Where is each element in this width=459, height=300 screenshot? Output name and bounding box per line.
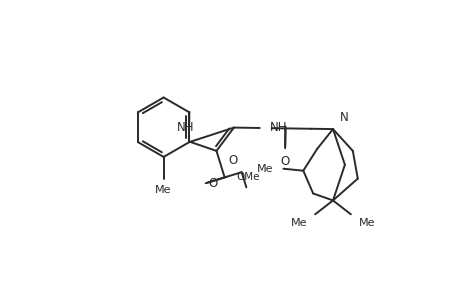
Text: O: O xyxy=(280,155,289,168)
Text: OMe: OMe xyxy=(236,172,259,182)
Text: O: O xyxy=(208,177,218,190)
Text: NH: NH xyxy=(177,121,194,134)
Text: Me: Me xyxy=(358,218,375,228)
Text: N: N xyxy=(339,111,348,124)
Text: Me: Me xyxy=(290,218,307,228)
Text: Me: Me xyxy=(155,185,172,195)
Text: O: O xyxy=(228,154,237,167)
Text: NH: NH xyxy=(269,122,286,134)
Text: Me: Me xyxy=(257,164,273,174)
